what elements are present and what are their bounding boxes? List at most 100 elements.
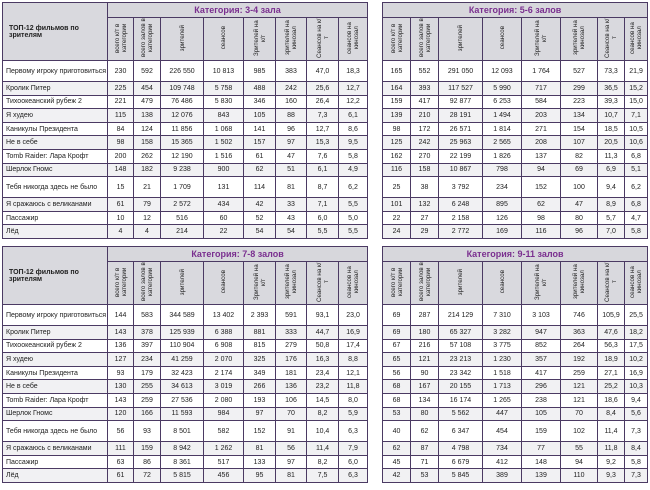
table-cell: 152 bbox=[243, 420, 276, 443]
column-header-label: всего залов в категории bbox=[140, 18, 154, 58]
column-header-label: сеансов на кинозал bbox=[346, 266, 361, 298]
table-row: 98 172 26 571 1 814 271 154 18,5 10,5 bbox=[382, 121, 649, 137]
table-cell: 1 265 bbox=[482, 392, 522, 408]
table-cell: 18,5 bbox=[597, 121, 625, 137]
table-row: 68 167 20 155 1 713 296 121 25,2 10,3 bbox=[382, 379, 649, 394]
table-cell: 10,2 bbox=[623, 352, 649, 367]
table-cell: 266 bbox=[243, 379, 276, 394]
column-header: сеансов на кинозал bbox=[623, 261, 649, 305]
table-cell: 5,9 bbox=[337, 406, 369, 422]
table-cell: 3 019 bbox=[203, 379, 244, 394]
column-header: сеансов bbox=[203, 261, 244, 305]
table-cell: 208 bbox=[521, 135, 561, 150]
table-cell: 11,4 bbox=[306, 441, 339, 456]
table-cell: 106 bbox=[275, 392, 307, 408]
table-cell: 11,3 bbox=[597, 148, 625, 164]
table-cell: 1 764 bbox=[521, 60, 561, 82]
table-cell: 454 bbox=[482, 420, 522, 443]
table-cell: 81 bbox=[275, 176, 307, 199]
table-cell: 5 990 bbox=[482, 81, 522, 96]
table-cell: 798 bbox=[482, 162, 522, 178]
table-cell: 17,5 bbox=[623, 338, 649, 354]
table-cell: 516 bbox=[160, 210, 204, 226]
table-cell: 96 bbox=[560, 224, 598, 239]
table-cell: 40 bbox=[382, 420, 411, 443]
table-row: Я сражаюсь с великанами 61 79 2 572 434 42 33 7… bbox=[2, 197, 369, 212]
table-cell: 144 bbox=[107, 304, 134, 326]
table-cell: 25,5 bbox=[623, 304, 649, 326]
table-cell: 56,3 bbox=[597, 338, 625, 354]
table-cell: 94 bbox=[521, 162, 561, 178]
table-cell: 10,5 bbox=[623, 121, 649, 137]
table-cell: 105 bbox=[521, 406, 561, 422]
table-cell: 6,0 bbox=[306, 210, 339, 226]
table-cell: 56 bbox=[107, 420, 134, 443]
table-cell: 517 bbox=[203, 454, 244, 470]
table-cell: 62 bbox=[243, 162, 276, 178]
table-row: Tomb Raider: Лара Крофт 143 259 27 536 2 080… bbox=[2, 392, 369, 408]
table-cell: 68 bbox=[382, 392, 411, 408]
table-cell: 1 709 bbox=[160, 176, 204, 199]
table-cell: 15,3 bbox=[306, 135, 339, 150]
table-cell: 1 814 bbox=[482, 121, 522, 137]
table-row: 139 210 28 191 1 494 203 134 10,7 7,1 bbox=[382, 108, 649, 123]
table-cell: 6,0 bbox=[337, 454, 369, 470]
table-row: Первому игроку приготовиться 144 583 344 58… bbox=[2, 304, 369, 326]
table-cell: 271 bbox=[521, 121, 561, 137]
table-cell: 984 bbox=[203, 406, 244, 422]
table-cell: 592 bbox=[133, 60, 161, 82]
table-cell: 50,8 bbox=[306, 338, 339, 354]
table-cell: 116 bbox=[521, 224, 561, 239]
table-cell: 325 bbox=[243, 352, 276, 367]
table-row: Пассажир 10 12 516 60 52 43 6,0 5,0 bbox=[2, 210, 369, 226]
table-cell: 8,9 bbox=[597, 197, 625, 212]
column-header: Сеансов на к/т bbox=[306, 261, 339, 305]
table-cell: 143 bbox=[107, 392, 134, 408]
table-cell: 15,2 bbox=[623, 81, 649, 96]
film-name: Каникулы Президента bbox=[2, 365, 108, 381]
table-cell: 1 262 bbox=[203, 441, 244, 456]
table-cell: 192 bbox=[560, 352, 598, 367]
table-cell: 242 bbox=[275, 81, 307, 96]
table-cell: 39,3 bbox=[597, 94, 625, 110]
table-cell: 947 bbox=[521, 325, 561, 340]
film-name: Не в себе bbox=[2, 379, 108, 394]
column-header: всего залов в категории bbox=[133, 261, 161, 305]
table-cell: 5,8 bbox=[337, 148, 369, 164]
table-row: Лёд 4 4 214 22 54 54 5,5 5,5 bbox=[2, 224, 369, 239]
table-cell: 2 772 bbox=[438, 224, 483, 239]
table-cell: 115 bbox=[107, 108, 134, 123]
table-cell: 55 bbox=[560, 441, 598, 456]
column-header-label: зрителей на кинозал bbox=[572, 264, 586, 300]
table-cell: 105,9 bbox=[597, 304, 625, 326]
table-cell: 1 516 bbox=[203, 148, 244, 164]
table-category-9-11: Категория: 9-11 залов всего к/т в категор… bbox=[381, 246, 649, 483]
table-cell: 53 bbox=[410, 468, 439, 483]
table-cell: 21 bbox=[133, 176, 161, 199]
table-cell: 25 963 bbox=[438, 135, 483, 150]
table-cell: 69 bbox=[560, 162, 598, 178]
table-category-7-8: ТОП-12 фильмов по зрителям Категория: 7-8… bbox=[2, 246, 369, 483]
column-header-label: зрителей bbox=[178, 268, 186, 296]
table-cell: 1 502 bbox=[203, 135, 244, 150]
column-header-label: Сеансов на к/т bbox=[315, 18, 330, 58]
table-cell: 238 bbox=[521, 392, 561, 408]
table-cell: 1 494 bbox=[482, 108, 522, 123]
table-cell: 20 155 bbox=[438, 379, 483, 394]
table-cell: 8 942 bbox=[160, 441, 204, 456]
table-cell: 54 bbox=[275, 224, 307, 239]
category-title: Категория: 3-4 зала bbox=[106, 2, 369, 18]
table-cell: 8,2 bbox=[306, 406, 339, 422]
table-cell: 226 550 bbox=[160, 60, 204, 82]
table-row: Тебя никогда здесь не было 15 21 1 709 131 11… bbox=[2, 176, 369, 199]
table-cell: 6,1 bbox=[306, 162, 339, 178]
column-header: зрителей bbox=[160, 261, 204, 305]
table-row: Каникулы Президента 93 179 32 423 2 174 349 18… bbox=[2, 365, 369, 381]
table-cell: 397 bbox=[133, 338, 161, 354]
table-cell: 47 bbox=[560, 197, 598, 212]
table-cell: 378 bbox=[133, 325, 161, 340]
table-cell: 148 bbox=[107, 162, 134, 178]
table-cell: 7,9 bbox=[337, 441, 369, 456]
column-header: зрителей bbox=[438, 17, 483, 61]
column-header-label: всего залов в категории bbox=[417, 18, 432, 58]
